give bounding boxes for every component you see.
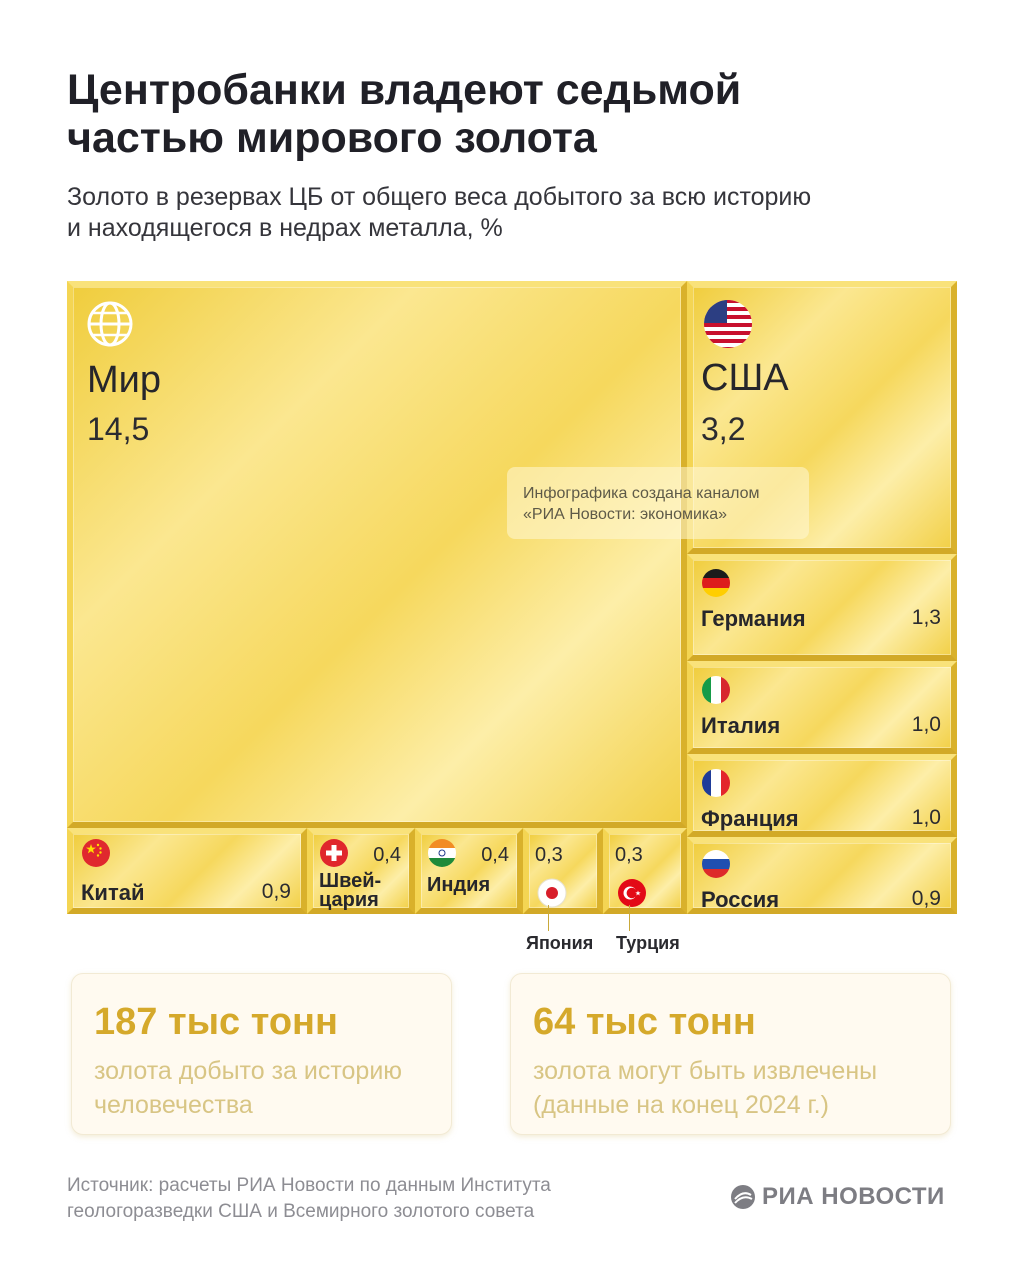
tile-usa-name: США — [701, 357, 789, 399]
stat-reserves-description: золота могут быть извлечены (данные на к… — [533, 1054, 928, 1122]
stat-card-reserves: 64 тыс тонн золота могут быть извлечены … — [510, 973, 951, 1135]
tile-india: 0,4 Индия — [415, 828, 523, 914]
tile-world-name: Мир — [87, 359, 162, 401]
tile-italy: Италия 1,0 — [687, 661, 957, 754]
flag-china-icon — [82, 839, 110, 867]
flag-turkey-icon — [618, 879, 646, 907]
tile-russia-value: 0,9 — [911, 887, 941, 910]
title-line-1: Центробанки владеют седьмой — [67, 66, 742, 114]
tile-switzerland: 0,4 Швей- цария — [307, 828, 415, 914]
tile-india-name: Индия — [427, 874, 491, 896]
tile-turkey: 0,3 — [603, 828, 687, 914]
flag-india-icon — [428, 839, 456, 867]
tile-switzerland-name: Швей- цария — [319, 870, 382, 911]
tile-china-value: 0,9 — [261, 880, 291, 903]
tile-china: Китай 0,9 — [67, 828, 307, 914]
flag-usa-icon — [704, 300, 752, 348]
tile-world: Мир 14,5 — [67, 281, 687, 828]
tile-russia-name: Россия — [701, 887, 780, 912]
flag-russia-icon — [702, 850, 730, 878]
title-line-2: частью мирового золота — [67, 114, 597, 162]
page-subtitle: Золото в резервах ЦБ от общего веса добы… — [67, 182, 967, 244]
stat-reserves-value: 64 тыс тонн — [533, 1001, 756, 1043]
stat-card-mined: 187 тыс тонн золота добыто за историю че… — [71, 973, 452, 1135]
stat-mined-description: золота добыто за историю человечества — [94, 1054, 429, 1122]
ria-logo: РИА НОВОСТИ — [730, 1182, 945, 1212]
tile-usa: США 3,2 — [687, 281, 957, 554]
tile-india-value: 0,4 — [481, 844, 509, 866]
flag-japan-icon — [537, 878, 567, 908]
tile-italy-value: 1,0 — [911, 713, 941, 736]
stat-mined-value: 187 тыс тонн — [94, 1001, 338, 1043]
stat-mined-line-1: золота добыто за историю — [94, 1057, 403, 1085]
tile-france-value: 1,0 — [911, 806, 941, 829]
stat-reserves-line-1: золота могут быть извлечены — [533, 1057, 878, 1085]
flag-italy-icon — [702, 676, 730, 704]
tile-japan: 0,3 — [523, 828, 603, 914]
label-japan: Япония — [526, 933, 594, 953]
ria-logo-icon — [731, 1185, 755, 1209]
stat-mined-line-2: человечества — [94, 1091, 253, 1119]
subtitle-line-2: и находящегося в недрах металла, % — [67, 214, 503, 242]
tile-china-name: Китай — [81, 880, 145, 905]
tile-italy-name: Италия — [701, 713, 781, 738]
subtitle-line-1: Золото в резервах ЦБ от общего веса добы… — [67, 183, 812, 211]
tile-france: Франция 1,0 — [687, 754, 957, 837]
tile-russia: Россия 0,9 — [687, 837, 957, 914]
stat-reserves-line-2: (данные на конец 2024 г.) — [533, 1091, 829, 1119]
tile-germany-name: Германия — [701, 606, 806, 631]
tile-turkey-value: 0,3 — [615, 844, 643, 866]
ria-logo-text: РИА НОВОСТИ — [762, 1183, 945, 1210]
tile-usa-value: 3,2 — [701, 411, 746, 447]
tile-germany-value: 1,3 — [911, 606, 941, 629]
tile-world-value: 14,5 — [87, 411, 150, 447]
tile-germany: Германия 1,3 — [687, 554, 957, 661]
flag-germany-icon — [702, 569, 730, 597]
source-note: Источник: расчеты РИА Новости по данным … — [67, 1173, 667, 1225]
tile-switzerland-name-line1: Швей- — [319, 870, 382, 892]
source-line-2: геологоразведки США и Всемирного золотог… — [67, 1201, 535, 1222]
globe-icon — [87, 301, 133, 347]
tile-japan-value: 0,3 — [535, 844, 563, 866]
page-title: Центробанки владеют седьмой частью миров… — [67, 66, 967, 162]
flag-france-icon — [702, 769, 730, 797]
flag-switzerland-icon — [320, 839, 348, 867]
source-line-1: Источник: расчеты РИА Новости по данным … — [67, 1175, 551, 1196]
label-turkey: Турция — [616, 933, 680, 953]
tile-switzerland-value: 0,4 — [373, 844, 401, 866]
tile-switzerland-name-line2: цария — [319, 889, 379, 911]
tile-france-name: Франция — [701, 806, 799, 831]
